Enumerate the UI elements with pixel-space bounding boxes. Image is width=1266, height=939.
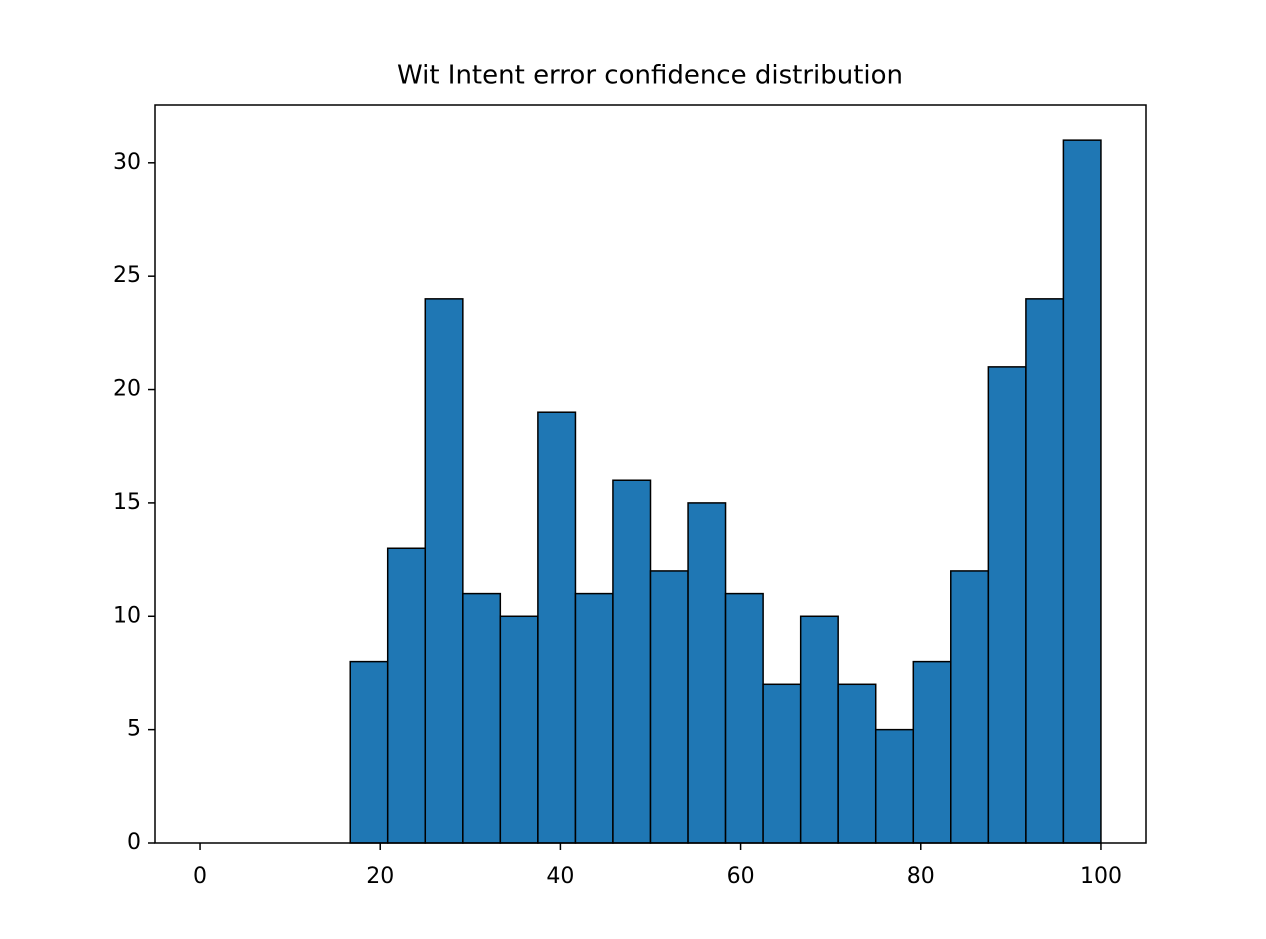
chart-title: Wit Intent error confidence distribution — [397, 61, 903, 91]
bar — [874, 728, 915, 844]
bar — [724, 592, 764, 844]
x-tick-label: 60 — [727, 864, 755, 889]
y-tick-label: 20 — [113, 377, 141, 402]
bar — [499, 615, 539, 844]
bar — [762, 683, 802, 844]
y-tick-label: 30 — [113, 150, 141, 175]
x-tick-label: 20 — [366, 864, 394, 889]
bar — [649, 570, 689, 844]
bar — [912, 660, 952, 844]
y-tick-label: 5 — [127, 717, 141, 742]
x-tick-label: 40 — [546, 864, 574, 889]
plot-frame — [154, 104, 1147, 844]
x-tick-label: 80 — [907, 864, 935, 889]
bar — [1025, 298, 1065, 844]
y-tick-label: 0 — [127, 830, 141, 855]
bar — [950, 570, 990, 844]
bar — [574, 592, 614, 844]
bar — [799, 615, 839, 844]
y-tick-label: 15 — [113, 490, 141, 515]
bar — [687, 502, 727, 844]
bar — [424, 298, 464, 844]
bar — [987, 366, 1027, 844]
y-tick-label: 25 — [113, 263, 141, 288]
bar — [349, 660, 389, 844]
bar — [386, 547, 427, 844]
bar — [612, 479, 652, 844]
bar — [462, 592, 502, 844]
bar — [1062, 139, 1102, 844]
x-tick-label: 100 — [1080, 864, 1122, 889]
bar — [537, 411, 577, 844]
x-tick-label: 0 — [193, 864, 207, 889]
bar — [837, 683, 877, 844]
y-tick-label: 10 — [113, 603, 141, 628]
